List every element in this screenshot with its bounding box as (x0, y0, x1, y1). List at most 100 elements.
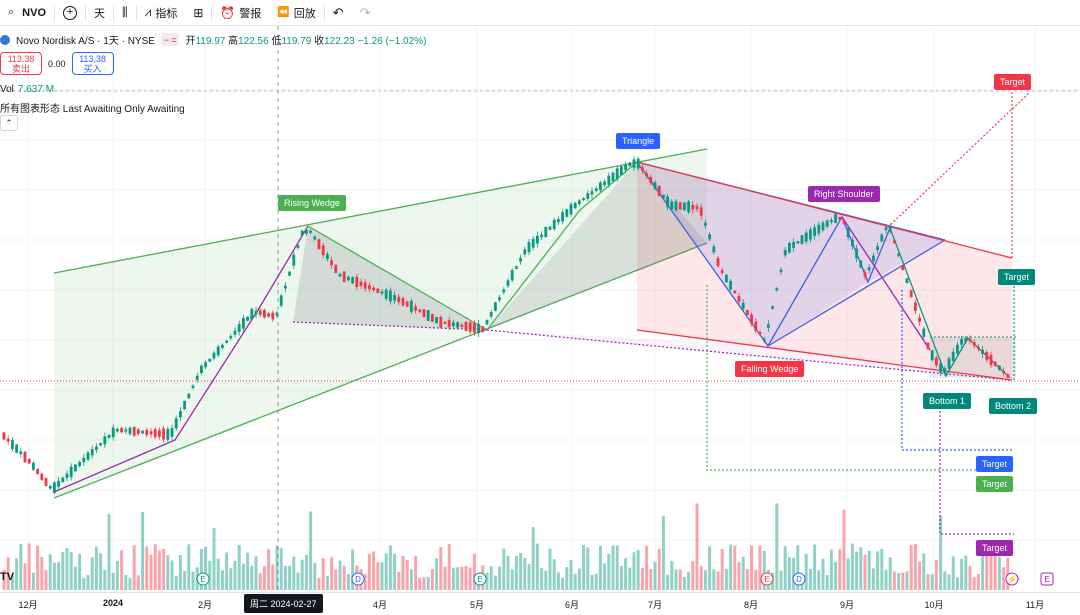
candle-body (120, 428, 123, 433)
undo-button[interactable]: ↶ (325, 0, 352, 26)
event-marker-d1[interactable]: D (355, 575, 361, 584)
bottom1-label[interactable]: Bottom 1 (923, 393, 972, 409)
volume-bar (162, 548, 166, 590)
volume-bar (204, 546, 208, 590)
volume-bar (943, 571, 947, 590)
pattern-indicator-legend[interactable]: 所有图表形态 Last Awaiting Only Awaiting (0, 104, 185, 115)
candle-body (212, 352, 216, 359)
symbol-title[interactable]: Novo Nordisk A/S · 1天 · NYSE (16, 36, 155, 47)
symbol-label: NVO (22, 6, 47, 19)
replay-button[interactable]: ⏪ 回放 (269, 0, 323, 26)
buy-button[interactable]: 113.38 买入 (71, 52, 114, 75)
candle-body (771, 306, 774, 309)
symbol-search-button[interactable]: ⌕ NVO (0, 0, 54, 26)
volume-bar (279, 547, 283, 590)
candlestick-series[interactable] (2, 156, 1010, 495)
rising-wedge-pattern[interactable] (53, 148, 708, 499)
candle-body (699, 207, 703, 216)
collapse-legend-button[interactable]: ⌃ (0, 115, 18, 131)
event-marker-d2[interactable]: D (796, 575, 802, 584)
plus-circle-icon: + (63, 5, 78, 20)
volume-bar (981, 555, 985, 590)
volume-bar (909, 545, 913, 590)
volume-bar (426, 577, 430, 590)
event-marker-e3[interactable]: E (764, 575, 769, 584)
candle-body (359, 281, 363, 286)
volume-legend[interactable]: Vol 7.637 M (0, 84, 54, 95)
candle-body (788, 242, 791, 253)
candle-body (187, 393, 191, 399)
volume-bar (922, 553, 926, 590)
volume-bar (813, 544, 817, 590)
lightning-icon[interactable]: ⚡ (1007, 574, 1017, 584)
target-label-red[interactable]: Target (994, 74, 1032, 90)
candles-icon: ⫼ (122, 5, 128, 19)
candle-body (271, 312, 275, 320)
falling-wedge-label[interactable]: Falling Wedge (735, 361, 805, 377)
candle-body (2, 432, 6, 440)
candle-body (552, 219, 556, 230)
bottom2-label[interactable]: Bottom 2 (989, 398, 1038, 414)
event-markers[interactable]: E D E E D ⚡ E (196, 572, 1054, 586)
candle-body (762, 338, 766, 341)
target-label-green[interactable]: Target (976, 476, 1014, 492)
tradingview-logo-icon[interactable]: TV (0, 571, 15, 583)
event-marker-e1[interactable]: E (200, 575, 205, 584)
candle-body (132, 426, 136, 436)
candle-body (439, 316, 443, 328)
volume-bar (951, 556, 955, 590)
interval-button[interactable]: 天 (86, 0, 113, 26)
volume-bar (888, 557, 892, 590)
alert-button[interactable]: ⏰ 警报 (212, 0, 269, 26)
event-marker-e2[interactable]: E (477, 575, 482, 584)
indicators-button[interactable]: ⩘ 指标 (137, 0, 186, 26)
candle-body (712, 246, 716, 253)
target-label-teal[interactable]: Target (998, 269, 1036, 285)
candle-body (947, 358, 951, 369)
time-axis[interactable]: 12月 2024 2月 4月 5月 6月 7月 8月 9月 10月 11月 周二… (0, 592, 1080, 615)
triangle-label[interactable]: Triangle (616, 133, 661, 149)
volume-bar (325, 575, 329, 590)
right-shoulder-label[interactable]: Right Shoulder (808, 186, 880, 202)
candle-body (746, 309, 749, 316)
sell-button[interactable]: 113.38 卖出 (0, 52, 42, 75)
triangle-pattern[interactable] (486, 161, 1011, 381)
falling-wedge-pattern[interactable] (636, 161, 1013, 381)
candle-body (620, 166, 623, 175)
candle-body (523, 249, 527, 255)
volume-bar (871, 568, 875, 590)
candle-body (683, 202, 686, 211)
candle-body (326, 254, 329, 259)
event-marker-e4[interactable]: E (1044, 575, 1049, 584)
candle-body (687, 201, 690, 213)
target-label-blue[interactable]: Target (976, 456, 1014, 472)
compare-button[interactable]: + (55, 0, 85, 26)
volume-bar (170, 560, 174, 590)
volume-bar (754, 569, 758, 590)
candle-body (704, 222, 707, 226)
rising-wedge-label[interactable]: Rising Wedge (278, 195, 346, 211)
candle-body (477, 324, 480, 334)
volume-bar (237, 544, 241, 590)
candle-body (452, 322, 455, 327)
candle-body (431, 314, 434, 322)
candle-body (796, 241, 800, 244)
candle-body (649, 177, 653, 183)
target-label-purple[interactable]: Target (976, 540, 1014, 556)
candle-body (351, 277, 354, 284)
redo-button[interactable]: ↷ (352, 0, 379, 26)
volume-bar (884, 569, 888, 590)
chart-type-button[interactable]: ⫼ (114, 0, 136, 26)
double-bottom-pattern[interactable] (889, 227, 1016, 379)
volume-bar (338, 560, 342, 590)
price-chart[interactable]: E D E E D ⚡ E TV (0, 26, 1080, 592)
volume-bar (582, 544, 586, 590)
compare-badge[interactable]: − = (160, 33, 180, 46)
volume-bar (691, 561, 695, 590)
candle-body (170, 428, 174, 437)
candle-body (544, 226, 548, 238)
candle-body (565, 209, 569, 217)
volume-bar (493, 575, 497, 590)
layout-button[interactable]: ⊞ (185, 0, 211, 26)
volume-bar (955, 577, 959, 590)
